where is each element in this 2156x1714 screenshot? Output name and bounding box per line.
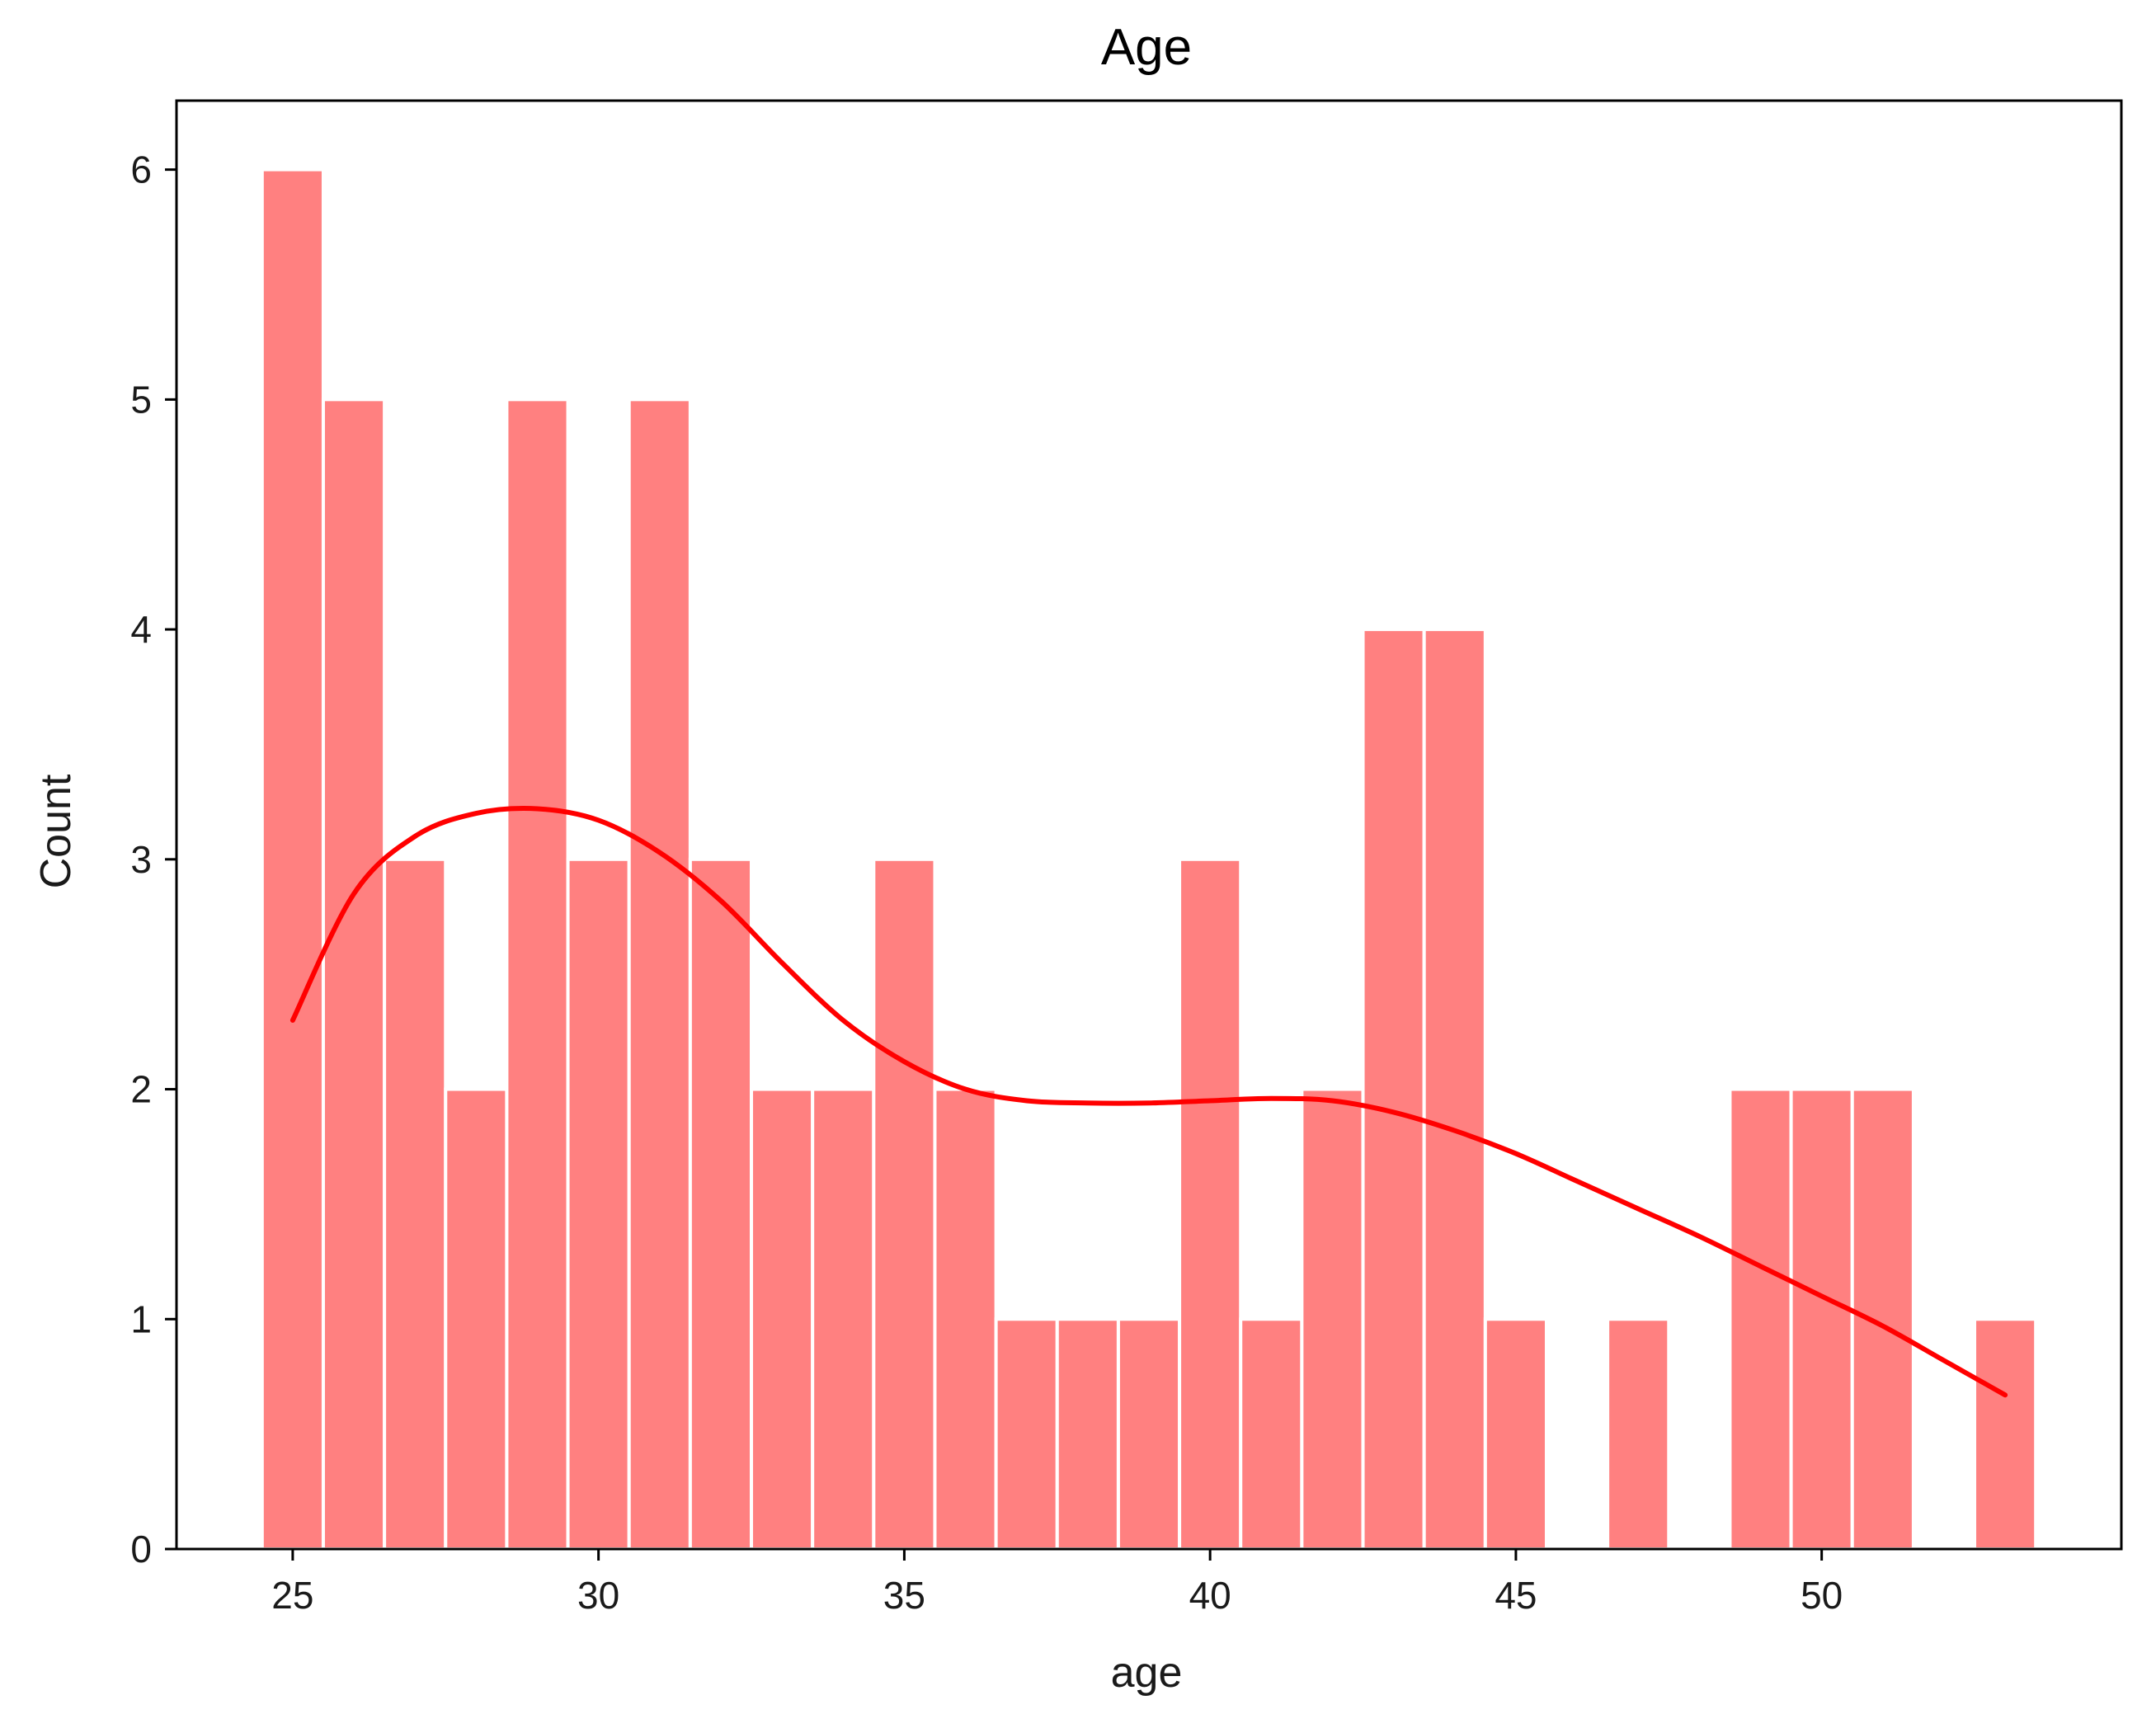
histogram-bar [1116, 1317, 1182, 1552]
x-axis-ticks: 25 30 35 40 45 50 [271, 1549, 1843, 1617]
histogram-bar [872, 857, 937, 1552]
histogram-bar [260, 167, 325, 1552]
x-tick-label: 35 [883, 1574, 925, 1617]
x-tick-label: 30 [577, 1574, 619, 1617]
histogram-bar [1178, 857, 1243, 1552]
histogram-bar [1361, 628, 1426, 1551]
histogram-bar [505, 398, 570, 1551]
histogram-bar [1850, 1087, 1915, 1551]
histogram-bar [566, 857, 631, 1552]
histogram-bar [1300, 1087, 1365, 1551]
histogram-bar [811, 1087, 876, 1551]
kde-curve [290, 805, 2008, 1398]
histogram-bar [1973, 1317, 2038, 1552]
histogram-bar [444, 1087, 509, 1551]
y-tick-label: 3 [130, 838, 152, 881]
y-axis-ticks: 0 1 2 3 4 5 6 [130, 148, 177, 1570]
x-tick-label: 25 [271, 1574, 313, 1617]
histogram-bar [1483, 1317, 1548, 1552]
x-tick-label: 50 [1801, 1574, 1843, 1617]
histogram-bar [1606, 1317, 1671, 1552]
histogram-bar [688, 857, 754, 1552]
histogram-bar [627, 398, 692, 1551]
histogram-bar [1239, 1317, 1304, 1552]
x-axis-label: age [1111, 1649, 1183, 1697]
histogram-bar [383, 857, 448, 1552]
y-tick-label: 5 [130, 378, 152, 421]
histogram-bar [1422, 628, 1487, 1551]
y-tick-label: 4 [130, 608, 152, 651]
y-tick-label: 1 [130, 1297, 152, 1340]
y-tick-label: 0 [130, 1528, 152, 1570]
histogram-bar [933, 1087, 998, 1551]
x-tick-label: 45 [1495, 1574, 1537, 1617]
histogram-bar [1728, 1087, 1793, 1551]
chart-title: Age [1101, 19, 1192, 76]
histogram-bars [260, 167, 2038, 1552]
histogram-bar [321, 398, 387, 1551]
y-tick-label: 6 [130, 148, 152, 191]
histogram-bar [1789, 1087, 1854, 1551]
x-tick-label: 40 [1189, 1574, 1231, 1617]
y-tick-label: 2 [130, 1068, 152, 1111]
plot-frame [175, 99, 2123, 1551]
histogram-bar [994, 1317, 1059, 1552]
histogram-bar [750, 1087, 815, 1551]
histogram-bar [1055, 1317, 1120, 1552]
y-axis-label: Count [32, 774, 80, 888]
